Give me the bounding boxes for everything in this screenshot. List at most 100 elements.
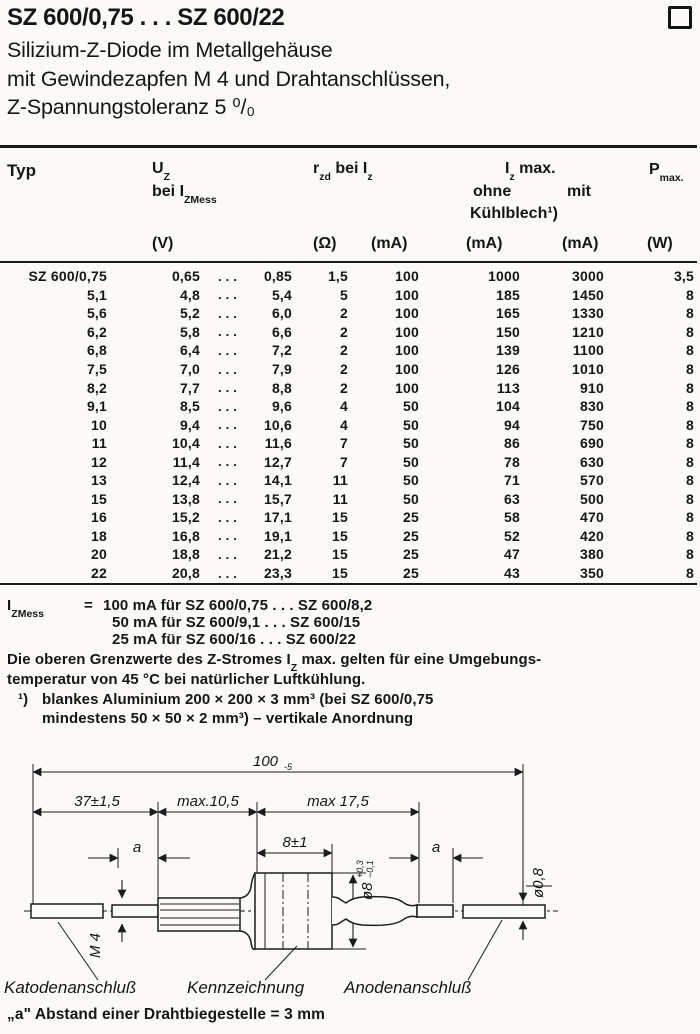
cell-uz-min: 20,8 <box>171 565 200 582</box>
dim-body-length: max 17,5 <box>307 793 369 810</box>
table-row: 18 16,8 . . . 19,1 15 25 52 420 8 <box>0 527 694 546</box>
cell-pmax: 8 <box>686 379 694 396</box>
cell-dots: . . . <box>217 528 238 544</box>
cell-uz-min: 6,4 <box>179 342 200 359</box>
label-anode-lead: Anodenanschluß <box>343 978 472 997</box>
cell-pmax: 8 <box>686 286 694 303</box>
cell-rzd: 15 <box>332 527 348 544</box>
cell-izmax-mit: 1330 <box>572 305 604 322</box>
table-body: SZ 600/0,75 0,65 . . . 0,85 1,5 100 1000… <box>0 267 694 582</box>
cell-iz: 100 <box>395 268 419 285</box>
cell-uz-min: 13,8 <box>171 490 200 507</box>
cell-rzd: 15 <box>332 546 348 563</box>
izmess-line-3: 25 mA für SZ 600/16 . . . SZ 600/22 <box>112 631 356 648</box>
cell-dots: . . . <box>217 268 238 284</box>
subtitle-line-2: mit Gewindezapfen M 4 und Drahtanschlüss… <box>7 66 451 91</box>
table-row: 13 12,4 . . . 14,1 11 50 71 570 8 <box>0 471 694 490</box>
cell-izmax-mit: 420 <box>580 527 604 544</box>
cell-rzd: 7 <box>340 453 348 470</box>
izmax-sub: z <box>509 171 515 184</box>
unit-mit: (mA) <box>562 235 599 252</box>
dim-overall-length: 100 <box>253 753 279 770</box>
cell-pmax: 8 <box>686 323 694 340</box>
cell-uz-max: 11,6 <box>264 435 292 452</box>
cell-uz-max: 19,1 <box>263 527 292 544</box>
rzd-sub2: z <box>367 171 373 184</box>
col-header-ohne: ohne <box>473 183 512 200</box>
cell-pmax: 8 <box>686 435 694 452</box>
label-marking: Kennzeichnung <box>187 978 305 997</box>
page-subtitle: Silizium-Z-Diode im Metallgehäuse mit Ge… <box>7 36 450 122</box>
cell-uz-min: 8,5 <box>179 398 200 415</box>
cell-pmax: 8 <box>686 416 694 433</box>
table-row: 20 18,8 . . . 21,2 15 25 47 380 8 <box>0 545 694 564</box>
cell-dots: . . . <box>217 454 238 470</box>
cell-pmax: 8 <box>686 509 694 526</box>
cell-dots: . . . <box>217 324 238 340</box>
col-header-uz: UZ <box>152 160 170 184</box>
col-header-rzd: rzd bei Iz <box>313 160 373 184</box>
cell-dots: . . . <box>217 398 238 414</box>
dim-lead-length: 37±1,5 <box>74 793 120 810</box>
unit-ohne: (mA) <box>466 235 503 252</box>
dim-body-tol-minus: −0,1 <box>365 860 375 878</box>
footnote-1-marker: ¹) <box>18 691 29 708</box>
cell-iz: 100 <box>395 361 419 377</box>
dim-overall-tolerance: -5 <box>284 762 293 772</box>
cell-rzd: 4 <box>340 398 348 415</box>
cell-uz-min: 7,7 <box>179 379 200 396</box>
cell-izmax-mit: 630 <box>580 453 604 470</box>
cell-uz-max: 6,6 <box>271 323 292 340</box>
unit-iz: (mA) <box>371 235 408 252</box>
cell-izmax-ohne: 113 <box>496 379 520 396</box>
limit-note-line-2: temperatur von 45 °C bei natürlicher Luf… <box>7 671 366 688</box>
izmax-base: I <box>505 160 510 177</box>
dim-bend-left: a <box>133 839 141 856</box>
grenz-post: max. gelten für eine Umgebungs- <box>297 651 542 668</box>
cell-izmax-ohne: 86 <box>504 435 520 452</box>
izmess-base: I <box>7 597 12 614</box>
limit-note-line-1: Die oberen Grenzwerte des Z-Stromes IZ m… <box>7 651 542 674</box>
izmess-line-1: 100 mA für SZ 600/0,75 . . . SZ 600/8,2 <box>103 597 373 614</box>
uz-sub: Z <box>163 171 170 184</box>
cell-pmax: 8 <box>686 565 694 582</box>
cell-izmax-mit: 750 <box>580 416 604 433</box>
pmax-base: P <box>649 161 660 178</box>
cell-dots: . . . <box>217 380 238 396</box>
table-header-divider <box>0 261 697 264</box>
table-row: 7,5 7,0 . . . 7,9 2 100 126 1010 8 <box>0 360 694 379</box>
cell-rzd: 15 <box>332 565 348 582</box>
uz2-sub: ZMess <box>184 194 217 207</box>
cell-typ: 22 <box>91 565 107 582</box>
table-row: 22 20,8 . . . 23,3 15 25 43 350 8 <box>0 564 694 583</box>
cell-uz-max: 15,7 <box>263 490 292 507</box>
cell-pmax: 8 <box>686 398 694 415</box>
cell-typ: 13 <box>91 472 107 489</box>
cell-pmax: 8 <box>686 490 694 507</box>
cell-uz-min: 5,8 <box>179 323 200 340</box>
cell-uz-max: 12,7 <box>263 453 292 470</box>
cell-iz: 100 <box>395 342 419 359</box>
izmess-label: IZMess <box>7 597 44 620</box>
cell-dots: . . . <box>217 342 238 358</box>
cell-dots: . . . <box>217 435 238 451</box>
cell-typ: 5,1 <box>86 286 107 303</box>
table-row: 5,6 5,2 . . . 6,0 2 100 165 1330 8 <box>0 304 694 323</box>
page-title: SZ 600/0,75 . . . SZ 600/22 <box>7 4 285 31</box>
cell-izmax-mit: 1210 <box>572 323 604 340</box>
cell-rzd: 2 <box>340 305 348 322</box>
cell-uz-min: 15,2 <box>171 509 200 526</box>
cell-uz-max: 5,4 <box>271 286 292 303</box>
footnote-1-line-2: mindestens 50 × 50 × 2 mm³) – vertikale … <box>42 710 414 727</box>
subtitle-line-1: Silizium-Z-Diode im Metallgehäuse <box>7 38 333 62</box>
cell-dots: . . . <box>217 287 238 303</box>
cell-izmax-ohne: 58 <box>504 509 520 526</box>
col-header-mit: mit <box>567 183 591 200</box>
dim-thread: M 4 <box>87 933 104 958</box>
title-divider <box>0 145 697 148</box>
cell-uz-min: 18,8 <box>171 546 200 563</box>
cell-iz: 25 <box>403 546 419 563</box>
rzd-mid: bei I <box>330 160 368 177</box>
cell-uz-max: 21,2 <box>263 546 292 563</box>
